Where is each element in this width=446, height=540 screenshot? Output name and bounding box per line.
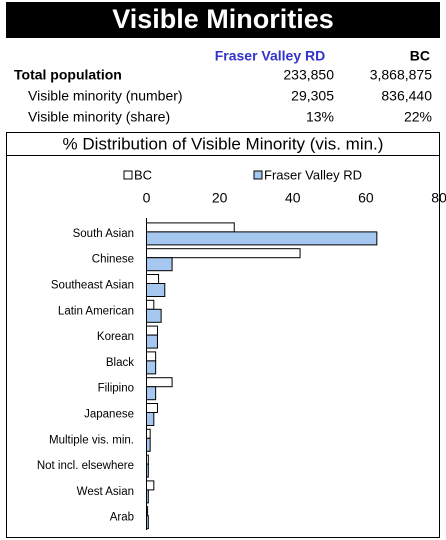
bar [146, 377, 173, 388]
bar [146, 222, 235, 233]
y-tick-label: Southeast Asian [51, 280, 134, 292]
bar [146, 351, 157, 362]
bar [146, 489, 149, 504]
cell: 3,868,875 [370, 67, 432, 83]
bar [146, 515, 149, 530]
x-tick-label: 60 [358, 190, 374, 206]
y-tick-label: Latin American [58, 305, 134, 317]
y-tick-label: Chinese [92, 254, 134, 266]
bar [146, 428, 151, 439]
bar [146, 403, 158, 413]
y-tick-label: Multiple vis. min. [49, 434, 134, 446]
legend-label: BC [134, 167, 152, 182]
bar [146, 437, 151, 452]
bar [146, 308, 162, 323]
cell: 233,850 [283, 67, 334, 83]
bar [146, 274, 160, 284]
y-tick-label: Japanese [84, 409, 134, 421]
chart-title: % Distribution of Visible Minority (vis.… [63, 134, 384, 153]
y-tick-label: Not incl. elsewhere [37, 460, 134, 472]
cell: 13% [306, 109, 334, 125]
x-tick-label: 20 [212, 190, 228, 206]
bar [146, 360, 157, 375]
bar [146, 257, 173, 272]
bar [146, 334, 158, 349]
x-tick-label: 40 [285, 190, 301, 206]
bar [146, 325, 158, 336]
column-header: Fraser Valley RD [215, 48, 326, 64]
row-label: Visible minority (number) [28, 88, 183, 104]
y-tick-label: Korean [97, 331, 134, 343]
x-tick-label: 80 [431, 190, 446, 206]
title-bar [6, 2, 440, 38]
legend-swatch [253, 170, 263, 180]
y-tick-label: Filipino [98, 383, 134, 395]
bar [146, 231, 378, 246]
bar [146, 386, 157, 401]
legend-swatch [123, 170, 133, 180]
y-tick-label: West Asian [77, 486, 134, 498]
bar [146, 454, 149, 465]
bar [146, 506, 149, 517]
bar [146, 480, 155, 491]
bar [146, 463, 149, 478]
row-label: Total population [14, 67, 122, 83]
legend-label: Fraser Valley RD [264, 167, 362, 182]
x-tick-label: 0 [143, 190, 151, 206]
bar [146, 248, 301, 259]
page-title: Visible Minorities [112, 4, 334, 34]
chart-frame [6, 155, 440, 538]
row-label: Visible minority (share) [28, 109, 170, 125]
y-tick-label: Black [106, 357, 134, 369]
cell: 29,305 [291, 88, 334, 104]
bar [146, 283, 166, 297]
cell: 22% [404, 109, 432, 125]
cell: 836,440 [381, 88, 432, 104]
y-tick-label: Arab [110, 512, 134, 524]
bar [146, 299, 155, 310]
y-tick-label: South Asian [73, 228, 134, 240]
bar [146, 412, 155, 426]
column-header: BC [410, 48, 430, 64]
